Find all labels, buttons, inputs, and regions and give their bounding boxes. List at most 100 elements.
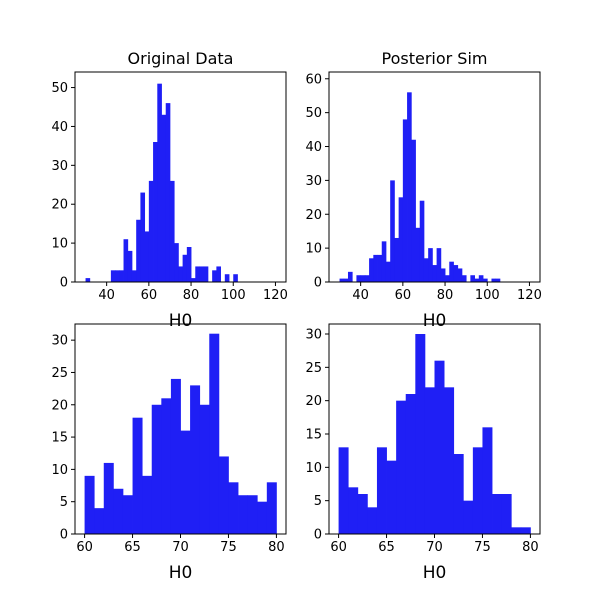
axes-frame: 60 65 70 75 80 0 5 10 15 20 25 30 — [305, 323, 541, 555]
histogram-bar — [453, 454, 464, 534]
histogram-bar — [233, 274, 238, 282]
histogram-bar — [386, 460, 397, 534]
y-tick-label: 60 — [305, 72, 322, 87]
histogram-bar — [247, 495, 258, 534]
y-tick-label: 15 — [51, 431, 68, 446]
histogram-bar — [432, 265, 438, 282]
panel-posterior-sim: Posterior Sim H0 40 60 80 100 120 0 10 20 30 40 50… — [305, 49, 541, 331]
x-tick-label: 120 — [263, 288, 288, 303]
histogram-bar — [266, 482, 277, 534]
histogram-bar — [411, 139, 416, 282]
y-tick-label: 40 — [305, 140, 322, 155]
histogram-bar — [415, 227, 421, 282]
histogram-bar — [195, 266, 200, 282]
y-tick-label: 10 — [51, 463, 68, 478]
histogram-bar — [338, 447, 349, 534]
histogram-bar — [343, 278, 349, 282]
histogram-bar — [436, 248, 442, 282]
histogram-bar — [122, 495, 133, 534]
y-tick-label: 0 — [314, 276, 322, 291]
histogram-bar — [478, 275, 484, 282]
histogram-bar — [348, 487, 359, 534]
histogram-bar — [423, 258, 429, 282]
histogram-bar — [115, 270, 120, 282]
histogram-bar — [396, 400, 407, 534]
histogram-bar — [457, 268, 463, 282]
histogram-bar — [218, 456, 229, 534]
x-tick-label: 80 — [183, 288, 200, 303]
histogram-bar — [209, 333, 220, 534]
histogram-bar — [381, 241, 387, 282]
axes-border — [74, 71, 287, 283]
histogram-bar — [339, 278, 345, 282]
histogram-bar — [472, 447, 483, 534]
histogram-bar — [224, 274, 230, 282]
x-tick-label: 80 — [522, 540, 539, 555]
histogram-bar — [144, 231, 150, 282]
y-tick-label: 30 — [305, 328, 322, 343]
histogram-bar — [142, 475, 153, 534]
histogram-bar — [501, 494, 512, 534]
histogram-bar — [453, 265, 459, 282]
y-tick-label: 5 — [314, 494, 322, 509]
x-tick-label: 65 — [378, 540, 395, 555]
panel-original-data-zoom: H0 60 65 70 75 80 0 5 10 15 20 25 30 — [51, 323, 287, 583]
y-tick-label: 5 — [60, 495, 68, 510]
histogram-bar — [170, 378, 181, 534]
histogram-bar — [157, 83, 162, 282]
x-tick-label: 70 — [172, 540, 189, 555]
histogram-bar — [367, 507, 378, 534]
histogram-bar — [407, 92, 412, 282]
x-tick-label: 100 — [475, 288, 500, 303]
histogram-bar — [119, 270, 124, 282]
histogram-bar — [94, 508, 105, 534]
histogram-bar — [440, 268, 446, 282]
axes-frame: 40 60 80 100 120 0 10 20 30 40 50 60 — [305, 71, 542, 303]
histogram-bar — [463, 500, 474, 534]
histogram-bar — [182, 254, 188, 282]
histogram-bar — [212, 270, 217, 282]
histogram-bar — [511, 527, 522, 534]
histogram-bar — [483, 278, 488, 282]
x-tick-label: 60 — [395, 288, 412, 303]
histogram-bar — [520, 527, 531, 534]
histogram-bar — [419, 200, 425, 282]
x-tick-label: 120 — [517, 288, 542, 303]
histogram-bar — [103, 462, 114, 534]
histogram-bar — [203, 266, 209, 282]
y-tick-label: 25 — [51, 366, 68, 381]
y-tick-label: 20 — [305, 394, 322, 409]
x-axis-label: H0 — [169, 311, 193, 331]
histogram-bar — [186, 247, 192, 282]
x-tick-label: 70 — [426, 540, 443, 555]
panel-title: Original Data — [128, 49, 234, 68]
y-tick-label: 30 — [51, 159, 68, 174]
y-tick-label: 30 — [305, 174, 322, 189]
histogram-bar — [415, 334, 426, 534]
histogram-bar — [151, 404, 162, 534]
x-tick-label: 40 — [98, 288, 115, 303]
y-tick-label: 50 — [305, 106, 322, 121]
histogram-bar — [136, 219, 141, 282]
histogram-bar — [85, 278, 91, 282]
histogram-bar — [190, 385, 201, 534]
y-tick-label: 10 — [305, 242, 322, 257]
histogram-bar — [474, 278, 480, 282]
histogram-bar — [445, 275, 450, 282]
histogram-bar — [132, 417, 143, 534]
histogram-bar — [161, 114, 167, 282]
bar-group — [339, 92, 501, 282]
y-tick-label: 20 — [51, 198, 68, 213]
histogram-bar — [153, 142, 158, 282]
histogram-bar — [482, 427, 493, 534]
x-tick-label: 80 — [437, 288, 454, 303]
x-tick-label: 40 — [352, 288, 369, 303]
histogram-bar — [191, 278, 196, 282]
histogram-bar — [169, 180, 175, 282]
y-tick-label: 10 — [305, 461, 322, 476]
histogram-bar — [424, 387, 435, 534]
bar-group — [84, 333, 277, 534]
histogram-bar — [165, 103, 171, 282]
histogram-bar — [257, 501, 268, 534]
